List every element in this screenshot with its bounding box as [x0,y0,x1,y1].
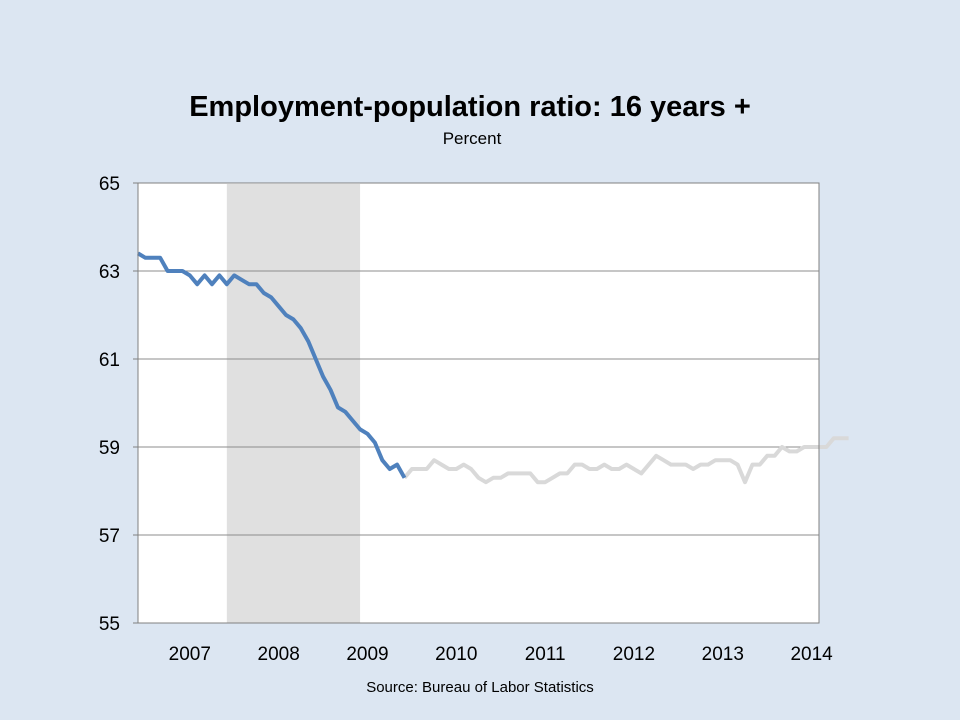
x-tick-label: 2014 [790,644,833,665]
x-tick-label: 2008 [258,644,300,665]
chart-source: Source: Bureau of Labor Statistics [366,679,594,696]
x-tick-label: 2009 [346,644,388,665]
x-tick-label: 2010 [435,644,477,665]
y-tick-label: 57 [99,526,120,547]
series-line-0 [136,251,407,479]
y-tick-label: 59 [99,438,120,459]
series-line-1 [402,436,849,485]
plot-border [137,182,820,624]
y-tick-label: 65 [99,174,120,195]
x-tick-label: 2011 [525,644,566,665]
y-tick-label: 61 [99,350,120,371]
chart-subtitle: Percent [442,129,502,148]
y-tick-label: 63 [99,262,120,283]
y-tick-label: 55 [99,614,120,635]
chart-title: Employment-population ratio: 16 years + [189,91,751,123]
x-tick-label: 2012 [613,644,655,665]
recession-shading [226,184,361,623]
x-tick-label: 2007 [169,644,211,665]
x-tick-label: 2013 [702,644,744,665]
